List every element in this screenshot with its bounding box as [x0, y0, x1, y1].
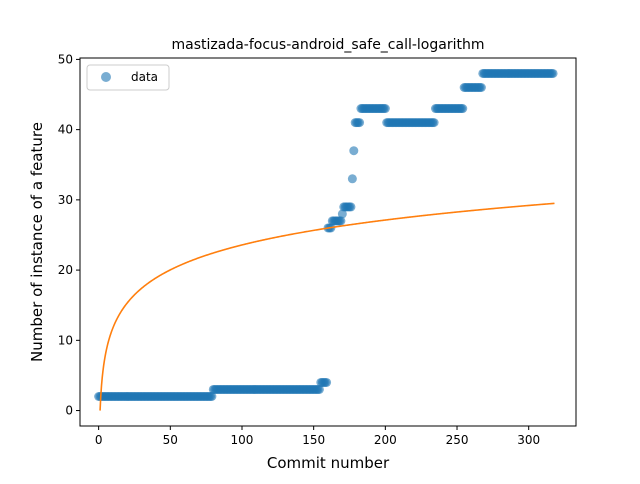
y-tick-label: 10	[58, 333, 73, 347]
fit-line-layer	[99, 202, 555, 411]
data-point	[336, 216, 346, 226]
data-point	[355, 118, 365, 128]
data-point	[314, 384, 324, 394]
y-axis-label: Number of instance of a feature	[28, 122, 46, 362]
fit-line	[99, 202, 555, 411]
y-tick-label: 0	[65, 404, 73, 418]
data-points	[94, 68, 558, 401]
y-tick-label: 30	[58, 193, 73, 207]
data-point	[346, 202, 356, 212]
data-point	[207, 392, 217, 401]
x-tick-label: 100	[231, 433, 254, 447]
legend-entry-data: data	[131, 70, 158, 84]
x-axis-label: Commit number	[267, 454, 390, 472]
data-point	[380, 104, 390, 114]
y-tick-label: 20	[58, 263, 73, 277]
x-tick-label: 200	[374, 433, 397, 447]
y-tick-label: 40	[58, 123, 73, 137]
data-point	[322, 377, 332, 387]
x-tick-label: 250	[446, 433, 469, 447]
legend-box	[86, 64, 170, 91]
data-point	[429, 118, 439, 128]
data-point	[349, 146, 359, 156]
x-tick-label: 0	[95, 433, 103, 447]
legend: data	[86, 64, 170, 91]
chart-title: mastizada-focus-android_safe_call-logari…	[172, 37, 485, 53]
y-tick-label: 50	[58, 52, 73, 66]
legend-marker	[101, 72, 111, 82]
x-tick-label: 300	[517, 433, 540, 447]
data-point	[476, 83, 486, 92]
data-point	[337, 209, 347, 219]
data-point	[458, 104, 468, 114]
data-point	[347, 174, 357, 184]
x-tick-label: 150	[302, 433, 325, 447]
tick-layer: 0 50 100 150 200 250 300 0 10 20 30 40 50	[58, 52, 540, 447]
data-point	[548, 68, 558, 78]
x-tick-label: 50	[163, 433, 178, 447]
plot-frame	[79, 57, 577, 427]
